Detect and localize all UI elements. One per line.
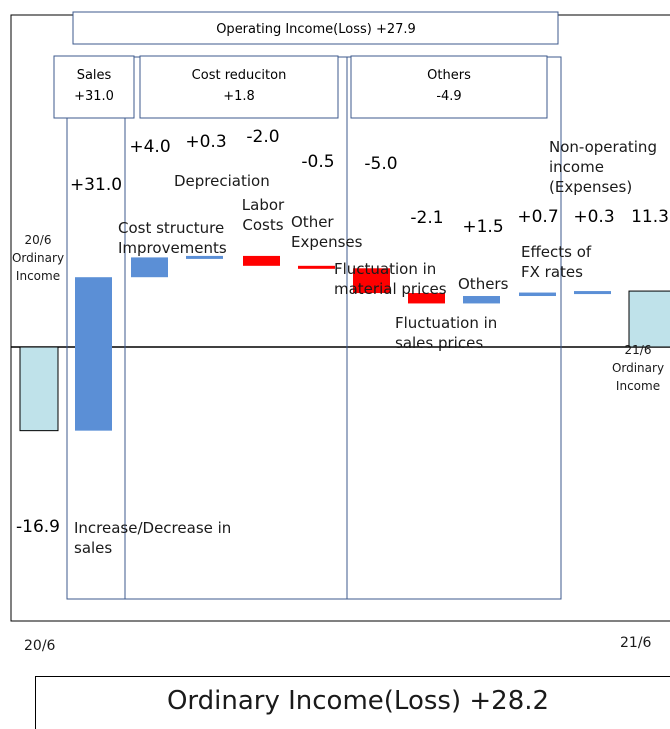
value-label-1: -16.9: [16, 517, 60, 537]
ordinary-income-label: Ordinary Income(Loss) +28.2: [166, 686, 550, 716]
bar-1: [19, 346, 59, 432]
cost-reduction-title: Cost reduciton: [192, 68, 287, 83]
category-labels-group: 20/6 Ordinary Income Increase/Decrease in sa…: [12, 138, 664, 557]
value-label-5: -2.0: [246, 127, 279, 147]
bar-10: [519, 292, 556, 297]
ordinary-income-box: [35, 676, 670, 729]
value-label-11: +0.3: [573, 207, 614, 227]
category-label-9: Others: [458, 275, 509, 293]
header-sales: Sales +31.0: [53, 55, 135, 119]
x-end-label: 21/6: [620, 635, 652, 651]
value-label-12: 11.3: [631, 207, 669, 227]
bar-2: [75, 277, 112, 431]
value-label-2: +31.0: [70, 175, 122, 195]
cost-reduction-value: +1.8: [223, 89, 255, 104]
value-label-10: +0.7: [517, 207, 558, 227]
category-label-3: Cost structure Improvements: [118, 219, 227, 257]
category-label-11: Non-operating income (Expenses): [549, 138, 657, 196]
header-others: Others -4.9: [350, 55, 548, 119]
value-label-6: -0.5: [301, 152, 334, 172]
category-label-2: Increase/Decrease in sales: [74, 519, 231, 557]
bar-4: [186, 255, 223, 259]
category-label-10: Effects of FX rates: [521, 243, 592, 281]
value-label-7: -5.0: [364, 154, 397, 174]
value-labels-group: -16.9 +31.0 +4.0 +0.3 -2.0 -0.5 -5.0 -2.1 +1.5 +0…: [16, 127, 669, 537]
sales-title: Sales: [77, 68, 112, 83]
category-label-12: 21/6 Ordinary Income: [612, 343, 664, 393]
category-label-6: Other Expenses: [291, 213, 363, 251]
bar-12: [628, 290, 670, 348]
category-label-5: Labor Costs: [242, 196, 285, 234]
sales-value: +31.0: [74, 89, 114, 104]
bar-8: [408, 293, 445, 304]
category-label-8: Fluctuation in sales prices: [395, 314, 497, 352]
bar-11: [574, 291, 611, 295]
value-label-8: -2.1: [410, 208, 443, 228]
value-label-9: +1.5: [462, 217, 503, 237]
bars-group: [19, 255, 670, 432]
x-start-label: 20/6: [24, 638, 56, 654]
category-label-7: Fluctuation in material prices: [334, 260, 447, 298]
others-value: -4.9: [436, 89, 461, 104]
bar-9: [463, 296, 500, 304]
bar-3: [131, 257, 168, 278]
header-cost-reduction: Cost reduciton +1.8: [139, 55, 339, 119]
operating-income-label: Operating Income(Loss) +27.9: [216, 22, 416, 37]
bar-5: [243, 255, 280, 266]
value-label-4: +0.3: [185, 132, 226, 152]
bar-6: [298, 265, 335, 269]
bar-7: [353, 268, 390, 294]
category-label-1: 20/6 Ordinary Income: [12, 233, 64, 283]
header-operating-income: Operating Income(Loss) +27.9: [72, 11, 559, 45]
others-title: Others: [427, 68, 471, 83]
value-label-3: +4.0: [129, 137, 170, 157]
category-label-4: Depreciation: [174, 172, 270, 190]
